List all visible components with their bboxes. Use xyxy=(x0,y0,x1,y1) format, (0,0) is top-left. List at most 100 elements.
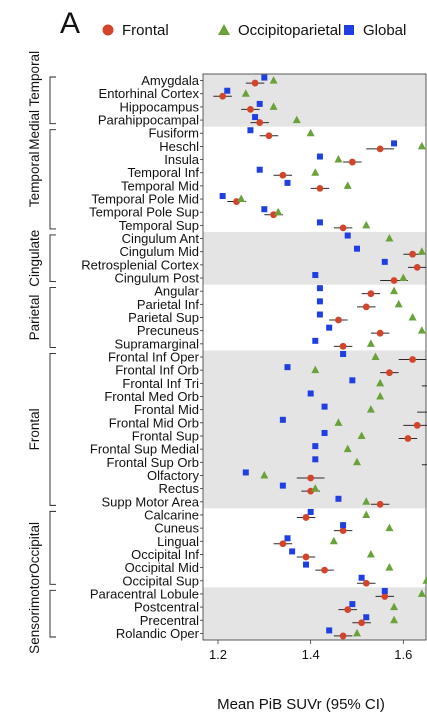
occipitoparietal-point xyxy=(366,549,375,558)
region-label: Olfactory xyxy=(147,468,200,483)
frontal-point xyxy=(279,540,287,548)
global-point xyxy=(284,364,291,371)
occipitoparietal-point xyxy=(334,418,343,426)
region-label: Occipital Sup xyxy=(122,573,199,588)
frontal-point xyxy=(367,290,375,298)
occipitoparietal-point xyxy=(357,431,366,439)
frontal-point xyxy=(376,145,384,153)
region-label: Rolandic Oper xyxy=(116,626,200,641)
frontal-point xyxy=(339,527,347,535)
global-point xyxy=(261,74,268,81)
occipitoparietal-point xyxy=(306,128,315,137)
group-bracket xyxy=(49,129,56,230)
region-label: Frontal Inf Oper xyxy=(108,350,200,365)
global-point xyxy=(312,456,319,463)
frontal-point xyxy=(362,303,370,311)
region-label: Insula xyxy=(164,152,199,167)
occipitoparietal-point xyxy=(311,484,320,492)
frontal-point xyxy=(344,606,352,613)
global-point xyxy=(219,193,226,200)
frontal-point xyxy=(307,474,315,482)
x-axis-title: Mean PiB SUVr (95% CI) xyxy=(217,696,385,713)
occipitoparietal-point xyxy=(343,181,352,189)
region-label: Cuneus xyxy=(154,521,199,536)
region-label: Retrosplenial Cortex xyxy=(81,257,199,272)
occipitoparietal-point xyxy=(343,444,352,453)
group-bracket xyxy=(49,352,56,506)
region-label: Temporal Sup xyxy=(119,218,199,233)
occipitoparietal-point xyxy=(394,299,403,308)
global-point xyxy=(363,614,370,621)
group-band xyxy=(203,587,426,640)
global-point xyxy=(279,482,286,489)
global-point xyxy=(312,272,319,279)
data-marks xyxy=(213,74,427,640)
global-point xyxy=(289,548,296,555)
legend: Frontal Occipitoparietal Global xyxy=(102,22,406,39)
region-label: Supramarginal xyxy=(114,336,199,351)
group-bracket xyxy=(49,589,56,638)
global-point xyxy=(312,337,319,344)
frontal-point xyxy=(339,632,347,640)
frontal-point xyxy=(335,316,342,324)
global-point xyxy=(252,114,259,121)
occipitoparietal-point xyxy=(311,168,320,176)
region-label: Supp Motor Area xyxy=(101,494,199,509)
frontal-point xyxy=(386,369,393,377)
global-point xyxy=(261,206,268,213)
group-brackets: Medial Temporal Temporal Cingulate Parietal… xyxy=(27,51,56,654)
frontal-point xyxy=(251,79,259,87)
legend-global-marker xyxy=(344,25,354,35)
region-label: Heschl xyxy=(159,139,199,154)
frontal-point xyxy=(381,593,389,600)
occipitoparietal-point xyxy=(376,378,385,387)
occipitoparietal-point xyxy=(362,510,371,518)
region-label: Fusiform xyxy=(148,126,199,141)
group-label: Temporal xyxy=(27,152,42,208)
region-label: Calcarine xyxy=(144,507,199,522)
frontal-point xyxy=(219,92,227,100)
occipitoparietal-point xyxy=(390,286,399,295)
frontal-point xyxy=(376,329,384,337)
global-point xyxy=(284,535,291,542)
global-point xyxy=(307,508,314,515)
global-point xyxy=(242,469,249,476)
group-bracket xyxy=(49,287,56,348)
legend-occipitoparietal-marker xyxy=(218,24,230,35)
occipitoparietal-point xyxy=(390,615,399,624)
group-label: Cingulate xyxy=(27,230,42,287)
global-point xyxy=(326,627,333,634)
group-band xyxy=(203,74,426,127)
region-label: Temporal Pole Sup xyxy=(89,205,199,220)
occipitoparietal-point xyxy=(408,313,417,321)
global-point xyxy=(391,140,398,147)
region-label: Amygdala xyxy=(141,73,200,88)
group-bracket xyxy=(49,234,56,283)
region-label: Entorhinal Cortex xyxy=(99,86,200,101)
region-label: Cingulum Mid xyxy=(120,244,199,259)
global-point xyxy=(326,324,333,331)
global-point xyxy=(321,403,328,410)
global-point xyxy=(344,232,351,239)
group-label: Frontal xyxy=(27,408,42,450)
region-label: Temporal Mid xyxy=(121,178,199,193)
region-label: Parietal Inf xyxy=(137,297,200,312)
region-label: Precuneus xyxy=(137,323,200,338)
region-label: Frontal Sup xyxy=(132,428,199,443)
occipitoparietal-point xyxy=(366,405,375,413)
occipitoparietal-point xyxy=(417,326,426,334)
group-band xyxy=(203,350,426,509)
region-label: Temporal Inf xyxy=(127,165,199,180)
region-label: Occipital Mid xyxy=(125,560,199,575)
global-point xyxy=(335,495,342,502)
global-point xyxy=(316,153,323,160)
frontal-point xyxy=(339,224,347,232)
frontal-point xyxy=(321,566,328,574)
global-point xyxy=(340,351,347,357)
frontal-point xyxy=(404,435,412,442)
global-point xyxy=(340,522,347,529)
region-label: Paracentral Lobule xyxy=(90,586,199,601)
region-label: Temporal Pole Mid xyxy=(91,192,199,207)
